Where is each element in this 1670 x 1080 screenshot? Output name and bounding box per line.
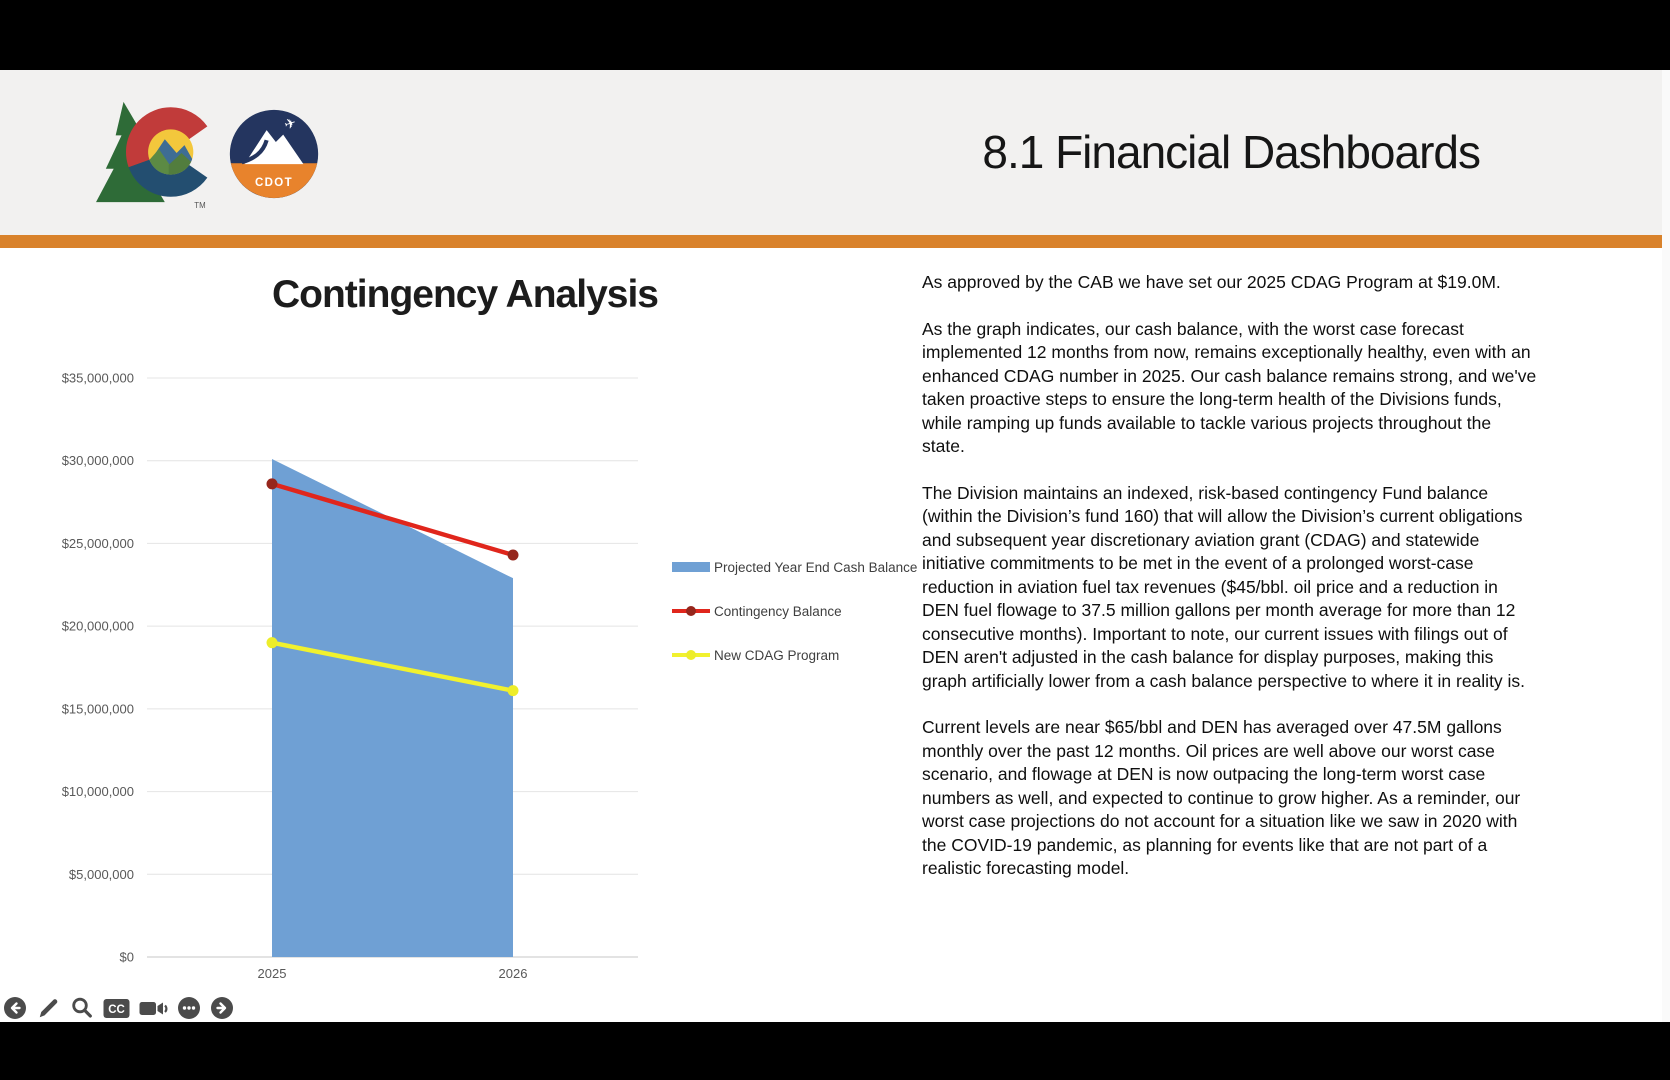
- colorado-c-blue: [125, 107, 216, 197]
- line-series: [269, 640, 516, 693]
- data-point: [507, 685, 519, 697]
- slide-header: TM ✈ CDOT 8.1 Financial Dashboards: [0, 70, 1662, 235]
- y-tick-label: $10,000,000: [62, 784, 134, 799]
- magnifier-icon: [72, 997, 92, 1018]
- y-tick-label: $25,000,000: [62, 536, 134, 551]
- paragraph: As approved by the CAB we have set our 2…: [922, 272, 1501, 292]
- captions-button[interactable]: CC: [102, 996, 131, 1021]
- ellipsis-icon: [178, 997, 200, 1019]
- data-point: [266, 478, 278, 490]
- legend-swatch-area: [672, 562, 710, 572]
- legend-swatch-line: [672, 650, 710, 660]
- legend-label: New CDAG Program: [714, 647, 840, 663]
- y-tick-label: $15,000,000: [62, 701, 134, 716]
- airplane-icon: ✈: [282, 115, 298, 133]
- cdot-logo: ✈ CDOT: [229, 109, 319, 199]
- y-tick-label: $35,000,000: [62, 371, 134, 386]
- cdot-wordmark: CDOT: [255, 177, 293, 189]
- colorado-logo: TM: [96, 101, 216, 210]
- video-camera-icon: [139, 1001, 168, 1015]
- cc-badge-icon: [103, 998, 130, 1018]
- arrow-right-icon: [216, 1002, 227, 1014]
- legend-label: Projected Year End Cash Balance: [714, 559, 918, 575]
- data-point: [266, 637, 278, 649]
- legend-item-new-cdag: New CDAG Program: [672, 645, 917, 665]
- y-tick-label: $5,000,000: [69, 867, 134, 882]
- draw-button[interactable]: [35, 995, 62, 1022]
- y-tick-label: $0: [120, 950, 134, 965]
- logo-group: TM ✈ CDOT: [90, 96, 320, 212]
- legend-swatch-line: [672, 606, 710, 616]
- next-button[interactable]: [209, 995, 235, 1021]
- x-tick-label: 2025: [258, 966, 287, 981]
- chart-title: Contingency Analysis: [272, 273, 659, 316]
- cc-label: CC: [108, 1004, 125, 1016]
- player-controls: CC: [2, 992, 235, 1022]
- legend-marker-dot: [686, 606, 696, 616]
- camera-button[interactable]: [138, 996, 169, 1021]
- paragraph: The Division maintains an indexed, risk-…: [922, 482, 1526, 691]
- legend-marker-dot: [686, 650, 696, 660]
- page-title: 8.1 Financial Dashboards: [982, 126, 1481, 178]
- y-tick-label: $20,000,000: [62, 619, 134, 634]
- chart-legend: Projected Year End Cash Balance Continge…: [672, 557, 917, 689]
- line-series: [269, 481, 516, 558]
- arrow-left-icon: [10, 1002, 21, 1014]
- x-tick-label: 2026: [499, 966, 528, 981]
- area-projected-cash-balance: [272, 459, 513, 957]
- search-button[interactable]: [69, 995, 95, 1021]
- narrative-text: As approved by the CAB we have set our 2…: [922, 271, 1538, 904]
- slide-frame: TM ✈ CDOT 8.1 Financial Dashboards Conti…: [0, 70, 1662, 1022]
- pencil-icon: [39, 998, 58, 1017]
- more-button[interactable]: [176, 995, 202, 1021]
- previous-button[interactable]: [2, 995, 28, 1021]
- legend-item-contingency-balance: Contingency Balance: [672, 601, 917, 621]
- page-edge: [1662, 70, 1670, 1022]
- cdot-orange-chord: [230, 163, 318, 198]
- road-icon: [241, 139, 269, 165]
- data-point: [507, 549, 519, 561]
- accent-divider: [0, 235, 1662, 248]
- paragraph: As the graph indicates, our cash balance…: [922, 318, 1537, 457]
- colorado-c-red: [125, 107, 216, 197]
- trademark-label: TM: [194, 201, 205, 210]
- paragraph: Current levels are near $65/bbl and DEN …: [922, 717, 1521, 878]
- legend-label: Contingency Balance: [714, 603, 842, 619]
- legend-item-projected-cash: Projected Year End Cash Balance: [672, 557, 917, 577]
- y-tick-label: $30,000,000: [62, 453, 134, 468]
